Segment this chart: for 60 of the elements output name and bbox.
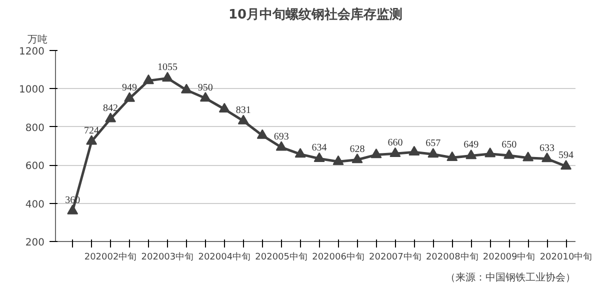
y-tick-label: 400 — [25, 199, 45, 210]
point — [218, 102, 230, 113]
y-tick-label: 200 — [25, 238, 45, 248]
text: （来源：中国钢铁工业协会） — [446, 272, 576, 284]
x-tick-label: 202007中旬 — [369, 252, 422, 262]
point — [238, 114, 249, 124]
data-label: 949 — [122, 82, 138, 94]
point — [256, 129, 268, 139]
x-tick-label: 202003中旬 — [141, 252, 194, 262]
data-label: 724 — [84, 125, 100, 136]
point — [86, 135, 98, 145]
point — [522, 152, 534, 162]
point — [124, 92, 136, 102]
data-label: 633 — [540, 142, 555, 154]
x-tick-label: 202008中旬 — [426, 252, 478, 262]
data-label: 950 — [198, 82, 213, 94]
point — [352, 153, 363, 164]
point — [200, 92, 211, 102]
y-tick-label: 800 — [25, 122, 45, 134]
point — [332, 155, 344, 166]
x-tick-label: 202010中旬 — [540, 252, 592, 262]
x-tick-label: 202005中旬 — [255, 252, 308, 262]
point — [504, 149, 515, 159]
y-tick-label: 1200 — [19, 46, 45, 58]
point — [314, 152, 325, 162]
point — [466, 149, 477, 160]
point — [408, 146, 420, 156]
data-label: 657 — [426, 138, 441, 150]
point — [294, 148, 306, 158]
point — [560, 160, 572, 170]
x-tick-label: 202006中旬 — [312, 252, 364, 262]
x-tick-label: 202002中旬 — [84, 252, 137, 262]
data-label: 842 — [103, 102, 118, 114]
point — [542, 152, 553, 162]
data-label: 1055 — [157, 62, 178, 74]
point — [390, 147, 401, 158]
point — [446, 151, 458, 162]
y-tick-label: 600 — [25, 161, 45, 172]
point — [162, 72, 173, 82]
x-tick-label: 202004中旬 — [198, 252, 251, 262]
point — [370, 148, 382, 158]
y-tick-label: 1000 — [19, 84, 45, 96]
point — [484, 148, 496, 158]
point — [428, 148, 439, 158]
point — [67, 204, 78, 214]
chart-title: 10月中旬螺纹钢社会库存监测 — [228, 6, 403, 22]
data-label: 628 — [350, 144, 365, 155]
point — [142, 74, 154, 84]
data-label: 660 — [388, 138, 403, 149]
data-label: 634 — [312, 142, 327, 154]
point — [180, 84, 192, 94]
y-axis-title: 万吨 — [28, 34, 48, 46]
x-tick-label: 202009中旬 — [482, 252, 536, 262]
point — [105, 112, 116, 122]
data-label: 650 — [502, 140, 517, 151]
data-label: 693 — [274, 131, 289, 142]
data-label: 831 — [236, 104, 251, 116]
data-label: 594 — [558, 150, 574, 162]
data-label: 649 — [464, 140, 479, 151]
point — [276, 141, 287, 151]
